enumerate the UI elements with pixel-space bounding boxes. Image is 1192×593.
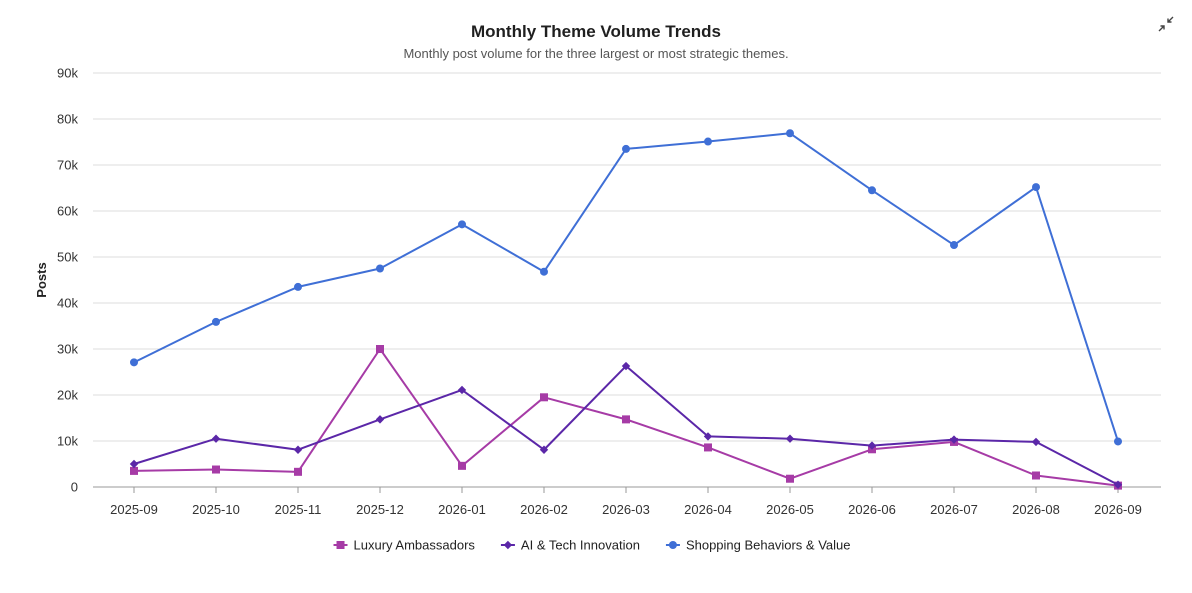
legend-item[interactable]: AI & Tech Innovation xyxy=(500,538,640,553)
data-point[interactable] xyxy=(704,443,712,452)
data-point[interactable] xyxy=(1032,183,1040,192)
data-point[interactable] xyxy=(785,434,795,443)
x-tick-label: 2025-09 xyxy=(110,502,158,517)
x-tick-label: 2026-08 xyxy=(1012,502,1060,517)
data-point[interactable] xyxy=(1031,437,1041,447)
data-point[interactable] xyxy=(1114,437,1122,446)
gridlines xyxy=(93,72,1161,442)
data-point[interactable] xyxy=(540,393,548,402)
legend-marker xyxy=(668,541,677,549)
data-point[interactable] xyxy=(786,129,794,138)
x-tick-label: 2026-05 xyxy=(766,502,814,517)
data-point[interactable] xyxy=(130,466,138,475)
series-group xyxy=(129,129,1123,490)
data-point[interactable] xyxy=(622,144,630,153)
data-point[interactable] xyxy=(622,415,630,424)
data-point[interactable] xyxy=(211,434,221,443)
data-point[interactable] xyxy=(621,361,631,371)
data-point[interactable] xyxy=(212,317,220,326)
data-point[interactable] xyxy=(375,415,385,424)
x-tick-label: 2026-06 xyxy=(848,502,896,517)
y-tick-label: 0 xyxy=(71,480,78,495)
y-axis-label: Posts xyxy=(34,262,49,297)
data-point[interactable] xyxy=(212,465,220,474)
y-axis-ticks: 0 10k 20k 30k 40k 50k 60k 70k 80k 90k xyxy=(57,66,78,495)
series-line[interactable] xyxy=(133,365,1119,486)
data-point[interactable] xyxy=(1032,471,1040,480)
data-point[interactable] xyxy=(293,445,303,454)
y-tick-label: 30k xyxy=(57,342,78,357)
series-shopping-behaviors-value xyxy=(130,129,1122,446)
collapse-icon[interactable] xyxy=(1156,14,1176,34)
chart-subtitle: Monthly post volume for the three larges… xyxy=(403,46,789,61)
legend-item[interactable]: Luxury Ambassadors xyxy=(333,538,476,553)
y-tick-label: 90k xyxy=(57,66,78,81)
x-tick-label: 2025-11 xyxy=(275,502,322,517)
y-tick-label: 40k xyxy=(57,296,78,311)
legend-marker xyxy=(336,541,345,549)
data-point[interactable] xyxy=(867,441,877,450)
series-ai-tech-innovation xyxy=(129,361,1123,489)
x-tick-label: 2025-10 xyxy=(192,502,240,517)
chart-title: Monthly Theme Volume Trends xyxy=(471,22,721,41)
data-point[interactable] xyxy=(458,220,466,229)
data-point[interactable] xyxy=(868,186,876,195)
data-point[interactable] xyxy=(703,432,713,441)
data-point[interactable] xyxy=(294,282,302,291)
data-point[interactable] xyxy=(129,459,139,469)
legend-item[interactable]: Shopping Behaviors & Value xyxy=(665,538,851,553)
legend-label: Luxury Ambassadors xyxy=(354,538,476,553)
y-tick-label: 70k xyxy=(57,158,78,173)
data-point[interactable] xyxy=(704,137,712,146)
x-tick-label: 2026-07 xyxy=(930,502,978,517)
y-tick-label: 60k xyxy=(57,204,78,219)
data-point[interactable] xyxy=(376,345,384,353)
legend-label: AI & Tech Innovation xyxy=(521,538,640,553)
y-tick-label: 80k xyxy=(57,112,78,127)
x-tick-label: 2026-04 xyxy=(684,502,732,517)
legend-marker xyxy=(503,540,513,550)
data-point[interactable] xyxy=(949,435,959,444)
data-point[interactable] xyxy=(539,445,549,454)
data-point[interactable] xyxy=(458,461,466,470)
data-point[interactable] xyxy=(376,264,384,273)
data-point[interactable] xyxy=(950,241,958,250)
y-tick-label: 10k xyxy=(57,434,78,449)
legend: Luxury Ambassadors AI & Tech Innovation Sh… xyxy=(333,538,851,553)
y-tick-label: 20k xyxy=(57,388,78,403)
x-tick-label: 2026-03 xyxy=(602,502,650,517)
x-axis-ticks: 2025-09 2025-10 2025-11 2025-12 2026-01 2026-… xyxy=(110,487,1142,517)
data-point[interactable] xyxy=(540,267,548,276)
x-tick-label: 2026-09 xyxy=(1094,502,1142,517)
x-tick-label: 2026-01 xyxy=(438,502,486,517)
x-tick-label: 2026-02 xyxy=(520,502,568,517)
x-tick-label: 2025-12 xyxy=(356,502,404,517)
data-point[interactable] xyxy=(1113,480,1123,489)
data-point[interactable] xyxy=(786,474,794,483)
data-point[interactable] xyxy=(130,358,138,367)
data-point[interactable] xyxy=(294,467,302,476)
legend-label: Shopping Behaviors & Value xyxy=(686,538,851,553)
data-point[interactable] xyxy=(457,385,467,395)
y-tick-label: 50k xyxy=(57,250,78,265)
